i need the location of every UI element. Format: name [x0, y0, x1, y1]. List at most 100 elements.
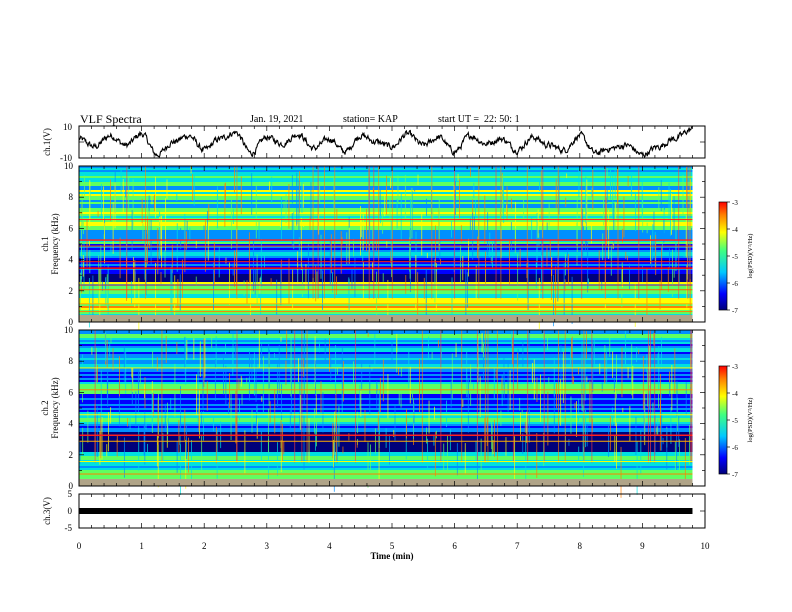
spectrogram-cell — [264, 253, 265, 268]
spectrogram-cell — [643, 402, 645, 440]
spectrogram-cell — [79, 304, 693, 306]
ch1-spectrogram-panel-ylabel: Frequency (kHz) — [50, 213, 60, 274]
spectrogram-cell — [648, 391, 650, 409]
spectrogram-cell — [129, 415, 131, 430]
spectrogram-cell — [155, 262, 156, 316]
spectrogram-cell — [384, 194, 386, 217]
spectrogram-cell — [500, 410, 502, 426]
spectrogram-cell — [79, 332, 693, 334]
spectrogram-cell — [502, 174, 503, 214]
colorbar-label: log(PSD)(V²/Hz) — [747, 234, 754, 279]
spectrogram-cell — [240, 176, 242, 215]
spectrogram-cell — [691, 330, 693, 463]
spectrogram-cell — [617, 166, 619, 299]
spectrogram-cell — [622, 228, 623, 243]
spectrogram-cell — [412, 388, 413, 398]
spectrogram-cell — [642, 197, 644, 233]
spectrogram-cell — [470, 364, 472, 406]
spectrogram-cell — [621, 266, 623, 288]
spectrogram-cell — [97, 210, 99, 218]
spectrogram-cell — [578, 398, 580, 419]
spectrogram-cell — [679, 439, 680, 478]
spectrogram-cell — [336, 427, 338, 464]
spectrogram-cell — [435, 263, 437, 312]
spectrogram-cell — [79, 210, 693, 212]
spectrogram-cell — [434, 259, 436, 303]
spectrogram-cell — [625, 251, 627, 259]
spectrogram-cell — [127, 418, 129, 427]
spectrogram-cell — [441, 347, 442, 358]
spectrogram-cell — [548, 377, 550, 390]
spectrogram-cell — [79, 234, 693, 236]
spectrogram-cell — [622, 407, 624, 413]
spectrogram-cell — [320, 234, 322, 279]
spectrogram-cell — [144, 411, 146, 465]
spectrogram-cell — [213, 271, 215, 286]
spectrogram-cell — [79, 418, 693, 420]
spectrogram-cell — [79, 244, 693, 246]
spectrogram-cell — [466, 374, 468, 398]
spectrogram-cell — [229, 373, 230, 409]
spectrogram-cell — [283, 441, 285, 455]
spectrogram-cell — [79, 356, 693, 358]
spectrogram-cell — [302, 266, 303, 297]
spectrogram-cell — [160, 216, 162, 256]
spectrogram-cell — [79, 288, 693, 290]
spectrogram-cell — [372, 225, 374, 251]
spectrogram-cell — [652, 224, 654, 260]
spectrogram-cell — [280, 196, 282, 242]
spectrogram-cell — [106, 340, 108, 368]
spectrogram-cell — [660, 179, 662, 212]
spectrogram-cell — [79, 270, 693, 272]
spectrogram-cell — [585, 200, 587, 244]
spectrogram-cell — [174, 275, 176, 322]
ch1-ytick-label: -10 — [60, 153, 72, 163]
spectrogram-cell — [682, 175, 684, 215]
spectrogram-cell — [503, 373, 505, 401]
spectrogram-cell — [165, 335, 167, 364]
spectrogram-cell — [235, 390, 237, 444]
spectrogram-cell — [110, 407, 112, 424]
freq-tick-label: 8 — [69, 192, 74, 202]
colorbar-label: log(PSD)(V²/Hz) — [747, 398, 754, 443]
spectrogram-cell — [487, 212, 489, 256]
spectrogram-cell — [281, 423, 283, 462]
spectrogram-cell — [330, 234, 332, 274]
spectrogram-cell — [249, 351, 250, 368]
spectrogram-cell — [79, 354, 693, 356]
spectrogram-cell — [255, 185, 257, 239]
spectrogram-cell — [280, 336, 282, 342]
colorbar-tick-label: -6 — [732, 444, 738, 452]
spectrogram-cell — [199, 341, 201, 377]
spectrogram-cell — [390, 177, 391, 189]
spectrogram-cell — [236, 166, 238, 299]
spectrogram-cell — [390, 251, 392, 264]
x-tick-label: 4 — [327, 541, 332, 551]
spectrogram-cell — [495, 369, 497, 379]
spectrogram-cell — [141, 198, 143, 224]
spectrogram-cell — [79, 232, 693, 234]
spectrogram-cell — [379, 377, 381, 412]
spectrogram-cell — [549, 239, 551, 257]
spectrogram-cell — [238, 378, 240, 390]
spectrogram-cell — [97, 365, 98, 383]
spectrogram-cell — [360, 390, 362, 417]
spectrogram-cell — [230, 393, 232, 441]
spectrogram-cell — [79, 208, 693, 210]
spectrogram-cell — [610, 245, 612, 276]
spectrogram-cell — [195, 239, 197, 249]
spectrogram-cell — [512, 330, 514, 463]
spectrogram-cell — [79, 470, 693, 472]
spectrogram-cell — [269, 349, 270, 389]
spectrogram-cell — [236, 330, 238, 463]
spectrogram-cell — [475, 200, 476, 218]
spectrogram-cell — [79, 272, 693, 274]
spectrogram-cell — [119, 356, 120, 397]
spectrogram-cell — [79, 228, 693, 230]
spectrogram-cell — [79, 396, 693, 398]
spectrogram-cell — [79, 261, 693, 263]
spectrogram-cell — [79, 412, 693, 414]
spectrogram-cell — [79, 238, 693, 240]
spectrogram-cell — [162, 433, 164, 464]
spectrogram-cell — [378, 166, 380, 299]
